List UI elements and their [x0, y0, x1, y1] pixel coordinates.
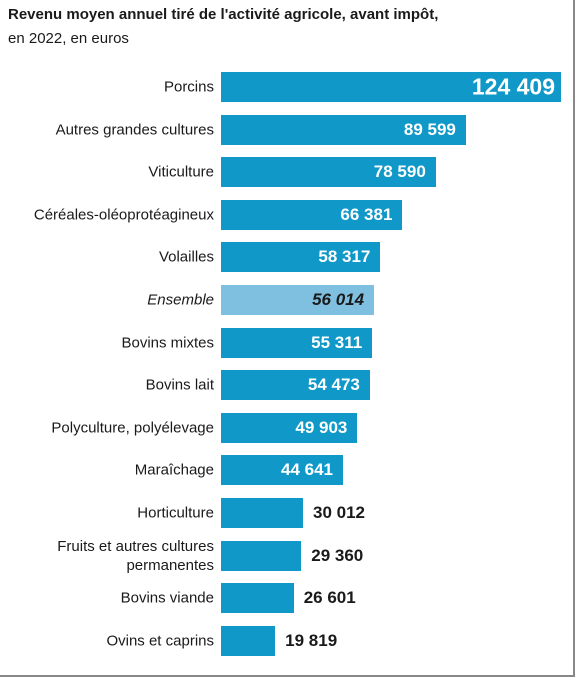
bar: [221, 540, 302, 571]
bar: [221, 199, 403, 230]
value-label: 58 317: [318, 247, 371, 267]
value-label: 30 012: [313, 503, 366, 522]
bar: [221, 498, 304, 528]
bar: [221, 583, 294, 614]
bar: [221, 72, 561, 102]
category-label: Porcins: [163, 78, 214, 96]
category-label: Maraîchage: [134, 461, 214, 479]
bar: [221, 327, 373, 358]
bar: [221, 370, 370, 401]
category-label: Bovins mixtes: [121, 334, 214, 352]
category-label: Bovins lait: [145, 376, 214, 394]
category-label: Bovins viande: [120, 589, 214, 607]
category-label: Horticulture: [137, 504, 214, 522]
bar: [221, 625, 276, 656]
value-label: 19 819: [285, 630, 338, 650]
bar: [221, 455, 343, 486]
value-label: 124 409: [471, 73, 555, 100]
chart-subtitle: en 2022, en euros: [8, 30, 129, 47]
bar: [221, 157, 436, 188]
category-label: Ovins et caprins: [106, 632, 214, 650]
value-label: 29 360: [311, 545, 364, 565]
value-label: 54 473: [307, 375, 360, 395]
category-label: Céréales-oléoprotéagineux: [33, 206, 214, 224]
category-label: Fruits et autres cultures permanentes: [57, 537, 214, 574]
category-label: Viticulture: [148, 163, 214, 181]
value-label: 89 599: [403, 119, 456, 139]
category-label: Autres grandes cultures: [55, 121, 214, 139]
bar: [221, 412, 358, 443]
bar: [221, 114, 466, 145]
value-label: 66 381: [340, 204, 393, 224]
category-label: Volailles: [158, 248, 214, 266]
value-label: 44 641: [281, 460, 334, 480]
bar: [221, 285, 375, 315]
value-label: 49 903: [295, 417, 348, 437]
value-label: 26 601: [303, 588, 356, 608]
value-label: 78 590: [373, 162, 426, 182]
chart-title: Revenu moyen annuel tiré de l'activité a…: [8, 6, 439, 23]
category-label: Ensemble: [147, 291, 214, 309]
value-label: 55 311: [311, 332, 363, 352]
bar: [221, 242, 381, 273]
value-label: 56 014: [312, 290, 365, 309]
category-label: Polyculture, polyélevage: [51, 419, 214, 437]
